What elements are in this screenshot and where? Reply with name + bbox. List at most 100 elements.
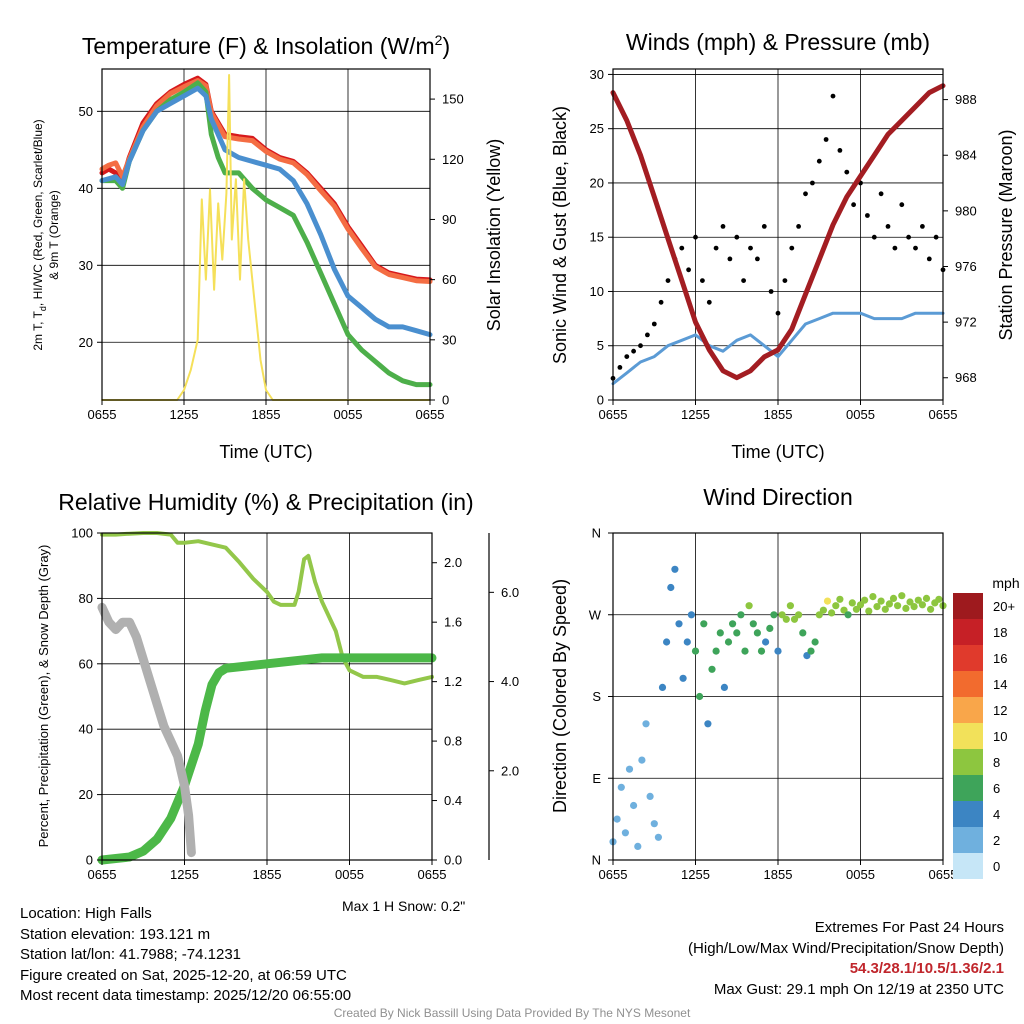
station-elevation: Station elevation: 193.121 m [20, 925, 211, 943]
direction-point [844, 611, 852, 619]
gust-point [906, 234, 911, 240]
y-tick-label: 20 [590, 175, 604, 190]
direction-point [716, 629, 724, 637]
legend-label: 6 [993, 781, 1000, 796]
direction-tick-label: E [592, 771, 601, 786]
legend-label: 0 [993, 859, 1000, 874]
x-tick-label: 0655 [929, 407, 958, 422]
direction-point [737, 611, 745, 619]
direction-point [914, 596, 922, 604]
y-tick-label: 80 [79, 591, 93, 606]
direction-point [646, 792, 654, 801]
legend-swatch [953, 801, 983, 827]
y-tick-label: 40 [79, 181, 93, 196]
extremes-info: Extremes For Past 24 Hours (High/Low/Max… [688, 918, 1004, 1000]
legend-swatch [953, 827, 983, 853]
direction-point [753, 629, 762, 637]
winds-xlabel: Time (UTC) [731, 442, 824, 462]
temperature-ylabel-line1: 2m T, Td, HI/WC (Red, Green, Scarlet/Blu… [31, 119, 48, 350]
gust-point [734, 234, 740, 240]
y2-tick-label: 90 [442, 212, 456, 227]
temperature-xlabel: Time (UTC) [219, 442, 312, 462]
direction-point [873, 603, 881, 611]
figure-created: Figure created on Sat, 2025-12-20, at 06… [20, 966, 347, 984]
gust-point [823, 137, 829, 142]
gust-point [803, 191, 808, 197]
precipitation-green--line [97, 653, 437, 865]
y2-tick-label: 988 [955, 92, 977, 107]
direction-point [922, 594, 931, 603]
max-snow-label: Max 1 H Snow: 0.2" [342, 898, 466, 914]
y-tick-label: 50 [79, 104, 93, 119]
direction-point [889, 594, 898, 603]
direction-point [832, 602, 840, 610]
direction-point [811, 638, 819, 646]
direction-point [828, 609, 836, 617]
gust-point [865, 213, 870, 218]
direction-point [819, 606, 828, 614]
direction-point [906, 598, 914, 606]
gust-point [885, 224, 891, 229]
legend-label: 4 [993, 807, 1000, 822]
legend-label: 20+ [993, 599, 1015, 614]
station-location: Location: High Falls [20, 905, 152, 922]
gust-point [720, 224, 726, 229]
y-tick-label: 5 [597, 338, 604, 353]
x-tick-label: 1255 [681, 407, 710, 422]
legend-swatch [953, 697, 983, 723]
y2-tick-label: 984 [955, 148, 977, 163]
gust-point [693, 234, 698, 240]
gust-point [789, 245, 795, 251]
gust-point [645, 332, 650, 338]
legend-label: 2 [993, 833, 1000, 848]
x-tick-label: 0055 [335, 867, 364, 882]
y-tick-label: 10 [590, 284, 604, 299]
y-tick-label: 60 [79, 656, 93, 671]
direction-ylabel: Direction (Colored By Speed) [550, 579, 570, 813]
winds-title: Winds (mph) & Pressure (mb) [626, 29, 930, 55]
legend-swatch [953, 671, 983, 697]
direction-panel: Wind Direction 0655 1255 1855 0055 0655NESWN… [550, 484, 1020, 882]
td-wind-chill-blue--line [99, 85, 433, 338]
direction-point [762, 638, 770, 646]
y2-tick-label: 0.8 [444, 734, 462, 749]
x-tick-label: 0655 [416, 407, 445, 422]
gust-point [624, 354, 630, 359]
y-tick-label: 25 [590, 121, 604, 136]
direction-point [910, 603, 918, 611]
y2-tick-label: 2.0 [501, 763, 519, 778]
gust-point [748, 245, 753, 251]
x-tick-label: 1855 [764, 407, 793, 422]
temperature-title: Temperature (F) & Insolation (W/m2) [82, 32, 450, 59]
temperature-panel: Temperature (F) & Insolation (W/m2) 0655… [31, 32, 504, 462]
legend-swatch [953, 723, 983, 749]
x-tick-label: 1255 [681, 867, 710, 882]
x-tick-label: 0655 [599, 867, 628, 882]
direction-point [621, 829, 630, 837]
gust-point [796, 224, 801, 229]
direction-point [902, 604, 910, 613]
gust-point [775, 310, 781, 316]
direction-point [927, 605, 935, 613]
y-tick-label: 15 [590, 230, 604, 245]
legend-swatch [953, 749, 983, 775]
y-tick-label: 0 [86, 853, 93, 868]
direction-point [898, 592, 906, 600]
direction-point [865, 607, 873, 615]
direction-point [807, 647, 815, 655]
legend-label: 16 [993, 651, 1007, 666]
gust-point [837, 148, 843, 153]
x-tick-label: 1255 [170, 867, 199, 882]
direction-point [848, 599, 856, 607]
direction-point [786, 602, 795, 610]
x-tick-label: 0655 [599, 407, 628, 422]
direction-point [733, 629, 741, 637]
direction-point [741, 647, 749, 655]
gust-point [679, 245, 685, 251]
legend-label: 8 [993, 755, 1000, 770]
gust-point [651, 321, 657, 327]
direction-point [663, 638, 671, 646]
direction-point [795, 611, 803, 619]
gust-point [761, 224, 767, 229]
direction-point [638, 756, 646, 764]
